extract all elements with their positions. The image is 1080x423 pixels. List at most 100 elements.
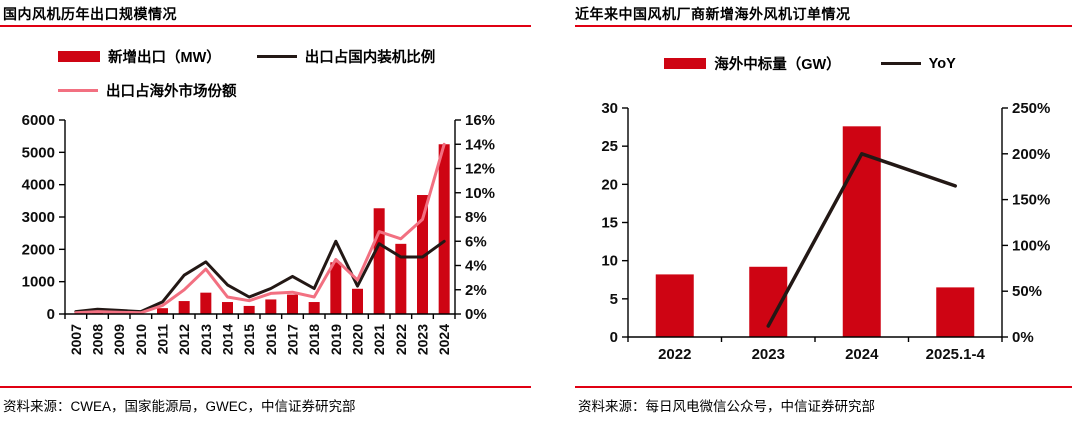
y-right-label-12: 12%	[465, 161, 495, 178]
bar-2017	[287, 294, 298, 314]
bar-2019	[330, 262, 342, 314]
y-left-label-15: 15	[601, 215, 618, 232]
title-underline-left	[0, 25, 531, 27]
y-left-label-25: 25	[601, 138, 618, 155]
bar-2024	[438, 144, 450, 314]
bar-2024	[842, 126, 881, 337]
y-right-label-8: 8%	[465, 209, 487, 226]
bar-2014	[222, 302, 233, 314]
legend-item-domestic-ratio: 出口占国内装机比例	[256, 46, 436, 67]
x-label-2018: 2018	[306, 324, 322, 355]
black-line-swatch-icon	[880, 62, 921, 65]
y-left-label-4000: 4000	[22, 177, 55, 194]
left-chart-title: 国内风机历年出口规模情况	[3, 6, 177, 22]
x-label-2025.1-4: 2025.1-4	[926, 346, 986, 363]
legend-label-export: 新增出口（MW）	[108, 50, 221, 66]
red-bar-swatch-icon	[58, 51, 100, 62]
left-chart-legend: 新增出口（MW） 出口占国内装机比例 出口占海外市场份额	[58, 46, 435, 114]
x-label-2022: 2022	[393, 324, 409, 355]
legend-item-overseas-orders: 海外中标量（GW）	[664, 53, 841, 74]
y-right-label-150: 150%	[1012, 192, 1050, 209]
x-label-2020: 2020	[350, 324, 366, 355]
y-left-label-20: 20	[601, 176, 618, 193]
red-bar-swatch-icon	[664, 58, 707, 69]
footer-rule-right	[575, 386, 1072, 388]
line-series-0	[766, 152, 957, 328]
black-line-swatch-icon	[256, 55, 297, 58]
legend-label-overseas-orders: 海外中标量（GW）	[714, 57, 841, 73]
x-label-2023: 2023	[415, 324, 431, 355]
y-left-label-2000: 2000	[22, 241, 55, 258]
legend-row: 新增出口（MW） 出口占国内装机比例	[58, 46, 435, 67]
y-right-label-0: 0%	[465, 306, 487, 323]
legend-label-overseas-share: 出口占海外市场份额	[106, 84, 237, 100]
overseas-orders-chart: 0 5 10 15 20 25 30 0% 50% 100% 150% 200% 250% 2022 202…	[601, 100, 1050, 363]
y-left-label-1000: 1000	[22, 274, 55, 291]
y-right-label-4: 4%	[465, 258, 487, 275]
y-left-label-10: 10	[601, 253, 618, 270]
bar-2021	[373, 208, 385, 314]
x-label-2007: 2007	[68, 324, 84, 355]
y-left-label-6000: 6000	[22, 112, 55, 129]
bar-2015	[243, 305, 255, 314]
x-label-2013: 2013	[198, 324, 214, 355]
export-scale-chart: 0 1000 2000 3000 4000 5000 6000 0% 2% 4% 6% 8% 10% 12…	[22, 112, 495, 355]
bar-2013	[200, 292, 212, 314]
legend-label-yoy: YoY	[928, 55, 956, 72]
pink-line-swatch-icon	[58, 88, 98, 93]
y-left-label-5: 5	[610, 291, 618, 308]
x-label-2015: 2015	[241, 324, 257, 355]
legend-item-overseas-share: 出口占海外市场份额	[58, 80, 237, 101]
x-label-2022: 2022	[658, 346, 691, 363]
left-source-note: 资料来源：CWEA，国家能源局，GWEC，中信证券研究部	[3, 399, 356, 414]
bar-2022	[655, 274, 694, 337]
x-label-2019: 2019	[328, 324, 344, 355]
y-left-label-0: 0	[610, 329, 618, 346]
bar-2020	[352, 288, 363, 314]
x-label-2024: 2024	[436, 324, 452, 355]
right-source-note: 资料来源：每日风电微信公众号，中信证券研究部	[578, 399, 875, 414]
line-series-0	[74, 239, 446, 314]
y-right-label-2: 2%	[465, 282, 487, 299]
bar-2023	[417, 195, 428, 314]
bar-2011	[157, 308, 168, 314]
right-chart-title: 近年来中国风机厂商新增海外风机订单情况	[575, 6, 851, 22]
footer-rule-left	[0, 386, 531, 388]
y-right-label-200: 200%	[1012, 146, 1050, 163]
x-label-2024: 2024	[845, 346, 879, 363]
y-left-label-30: 30	[601, 100, 618, 117]
line-series-1	[74, 142, 446, 315]
x-label-2023: 2023	[752, 346, 785, 363]
y-right-label-14: 14%	[465, 136, 495, 153]
y-right-label-16: 16%	[465, 112, 495, 129]
bar-2016	[265, 299, 277, 314]
right-chart-legend: 海外中标量（GW） YoY	[540, 53, 1080, 74]
bar-2022	[395, 243, 407, 314]
legend-label-domestic-ratio: 出口占国内装机比例	[304, 50, 436, 66]
y-right-label-6: 6%	[465, 233, 487, 250]
y-right-label-10: 10%	[465, 185, 495, 202]
x-label-2012: 2012	[176, 324, 192, 355]
y-right-label-100: 100%	[1012, 237, 1050, 254]
y-left-label-5000: 5000	[22, 144, 55, 161]
y-left-label-3000: 3000	[22, 209, 55, 226]
bar-2025.1-4	[936, 287, 975, 337]
legend-row: 出口占海外市场份额	[58, 80, 435, 101]
bar-2018	[308, 302, 320, 314]
y-right-label-50: 50%	[1012, 283, 1042, 300]
y-right-label-250: 250%	[1012, 100, 1050, 117]
x-label-2008: 2008	[90, 324, 106, 355]
x-label-2011: 2011	[155, 324, 171, 355]
x-label-2017: 2017	[285, 324, 301, 355]
y-left-label-0: 0	[47, 306, 55, 323]
x-label-2021: 2021	[371, 324, 387, 355]
y-right-label-0: 0%	[1012, 329, 1034, 346]
legend-item-yoy: YoY	[880, 53, 956, 74]
legend-item-export-bar: 新增出口（MW）	[58, 46, 221, 67]
x-label-2014: 2014	[220, 324, 236, 355]
left-chart-panel: 国内风机历年出口规模情况 新增出口（MW） 出口占国内装机比例 出口占海外市场份…	[0, 6, 531, 414]
x-label-2009: 2009	[111, 324, 127, 355]
x-label-2010: 2010	[133, 324, 149, 355]
title-underline-right	[575, 25, 1072, 27]
x-label-2016: 2016	[263, 324, 279, 355]
